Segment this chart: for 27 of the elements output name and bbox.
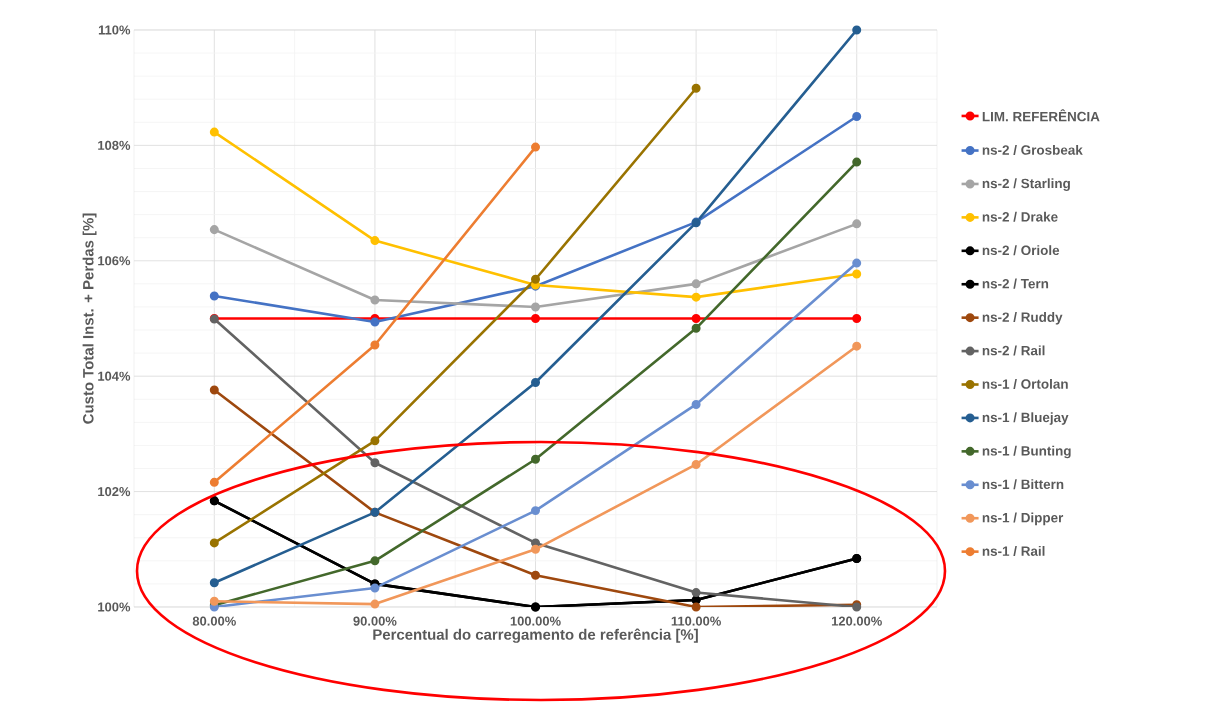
legend-label: ns-1 / Rail xyxy=(982,546,1045,557)
y-tick-label: 106% xyxy=(98,256,131,266)
y-tick-label: 110% xyxy=(98,25,131,35)
legend-label: ns-2 / Drake xyxy=(982,211,1058,222)
legend-label: ns-1 / Ortolan xyxy=(982,378,1068,389)
legend-label: ns-1 / Dipper xyxy=(982,512,1064,526)
legend-label: ns-1 / Bunting xyxy=(982,445,1071,459)
legend-label: ns-1 / Bittern xyxy=(982,479,1064,490)
y-tick-label: 100% xyxy=(98,602,131,612)
y-tick-label: 102% xyxy=(98,487,131,497)
y-axis-title: Custo Total Inst. + Perdas [%] xyxy=(82,213,97,424)
legend-label: ns-2 / Oriole xyxy=(982,245,1060,256)
y-tick-label: 108% xyxy=(98,140,131,150)
x-tick-label: 120.00% xyxy=(831,616,882,626)
legend-label: ns-1 / Bluejay xyxy=(982,412,1069,425)
legend-label: LIM. REFERÊNCIA xyxy=(982,109,1100,122)
x-axis-title: Percentual do carregamento de referência [%] xyxy=(373,628,698,643)
legend-label: ns-2 / Grosbeak xyxy=(982,144,1083,155)
y-tick-label: 104% xyxy=(98,371,131,381)
legend-label: ns-2 / Ruddy xyxy=(982,312,1063,325)
legend-label: ns-2 / Tern xyxy=(982,278,1049,289)
x-tick-label: 90.00% xyxy=(353,616,397,626)
x-tick-label: 100.00% xyxy=(510,616,561,626)
legend-label: ns-2 / Rail xyxy=(982,345,1045,356)
x-tick-label: 80.00% xyxy=(192,616,236,626)
legend-label: ns-2 / Starling xyxy=(982,178,1070,191)
x-tick-label: 110.00% xyxy=(671,616,721,626)
